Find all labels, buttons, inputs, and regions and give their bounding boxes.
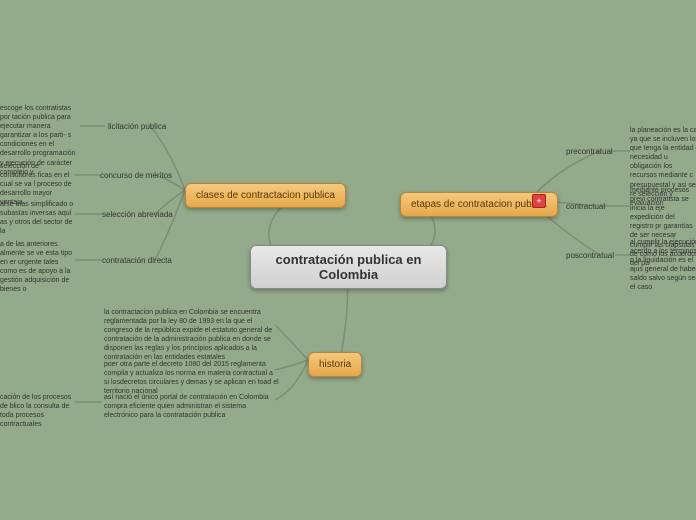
clases-item-label[interactable]: selección abreviada [102,210,173,219]
clases-item-desc: a de las anteriores almente se ve esta t… [0,240,75,295]
historia-item-desc: poer otra parte el decreto 1080 del 2015… [104,360,279,396]
historia-title: historia [319,359,351,370]
historia-item-desc: la contractacion publica en Colombia se … [104,308,279,363]
collapse-button[interactable]: + [532,194,546,208]
clases-item-label[interactable]: licitación publica [108,122,166,131]
historia-item-desc: así nació el único portal de contratació… [104,393,279,420]
etapas-title: etapas de contratacion publica [411,199,547,210]
etapas-item-desc: al cumplir la ejecución acerdo a los tér… [630,238,696,293]
etapas-item-label[interactable]: precontratual [566,147,613,156]
clases-item-label[interactable]: contratación directa [102,256,172,265]
etapas-item-label[interactable]: poscontratual [566,251,614,260]
collapse-symbol: + [536,196,541,206]
historia-node[interactable]: historia [308,352,362,377]
clases-item-desc: arse mas simplificado o subastas inversa… [0,200,75,236]
etapas-item-label[interactable]: contractual [566,202,605,211]
center-title: contratación publica en Colombia [276,252,422,282]
center-node[interactable]: contratación publica en Colombia [250,245,447,289]
clases-node[interactable]: clases de contractacion publica [185,183,346,208]
historia-extra-desc: cación de los procesos de blico la consu… [0,393,75,429]
clases-title: clases de contractacion publica [196,190,335,201]
clases-item-label[interactable]: concurso de méritos [100,171,172,180]
